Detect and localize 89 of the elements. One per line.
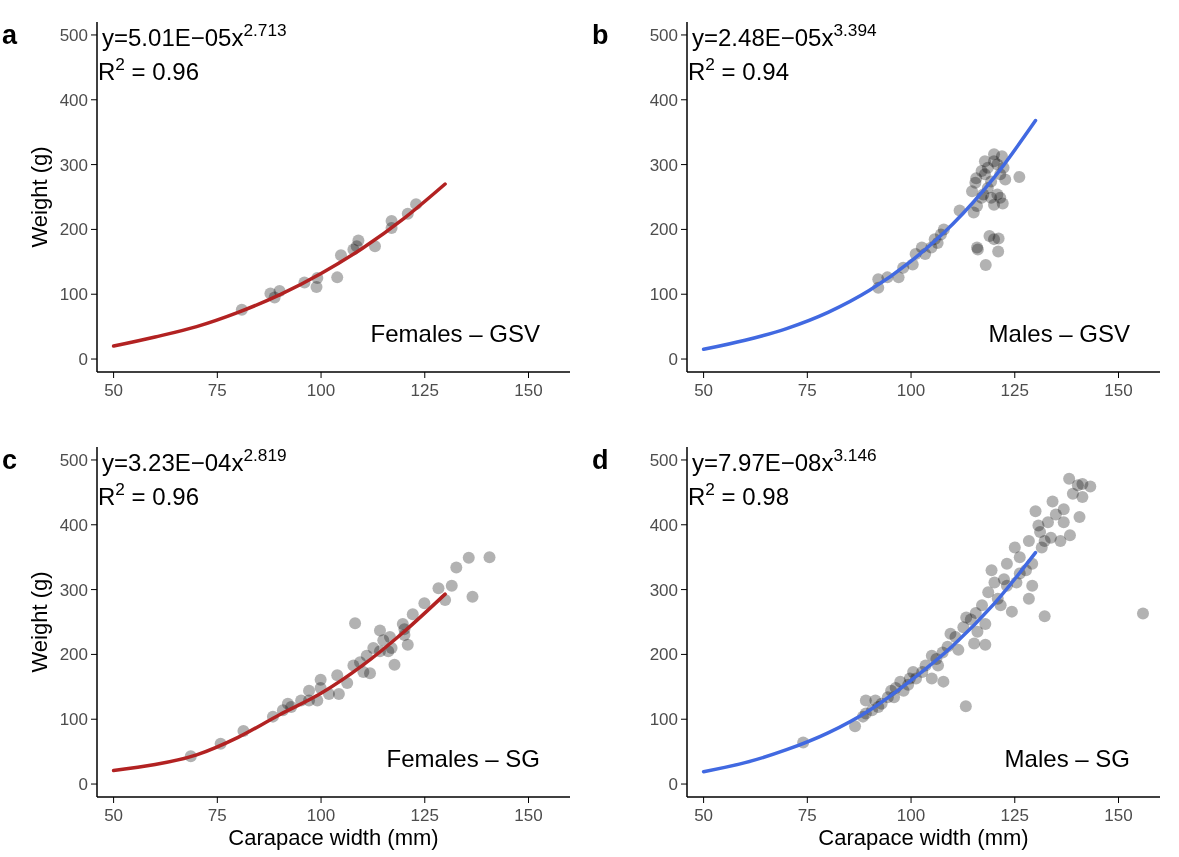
point [462,551,475,564]
x-tick-label: 125 [410,381,439,400]
x-tick-label: 75 [797,806,817,825]
x-tick-label: 75 [207,806,227,825]
chart-title: c [2,445,18,475]
point [979,259,992,272]
point [303,684,316,697]
x-tick-label: 100 [306,806,336,825]
annotation: R$^{2}$ = 0.96 [98,54,200,85]
point [483,551,496,564]
point [406,608,419,621]
y-tick-label: 500 [59,450,88,470]
point [999,173,1012,186]
x-tick-label: 125 [1000,806,1029,825]
point [401,638,414,651]
x-tick-label: 125 [410,806,439,825]
y-tick-label: 200 [649,220,678,240]
y-tick-label: 400 [59,90,88,110]
point [373,624,386,637]
annotation: y=3.23E−04x$^{2.819}$ [102,445,287,476]
point [418,597,431,610]
annotation: Males – SG [1004,745,1130,772]
annotation: R$^{2}$ = 0.96 [98,479,200,510]
x-tick-label: 150 [514,381,543,400]
x-tick-label: 50 [694,806,714,825]
point [388,658,401,671]
point [978,155,991,168]
annotation: Females – GSV [370,320,540,347]
annotation: R$^{2}$ = 0.94 [688,54,790,85]
y-tick-label: 200 [59,220,88,240]
y-tick-label: 0 [668,775,678,795]
y-tick-label: 0 [78,775,88,795]
y-tick-label: 100 [59,710,88,730]
x-tick-label: 150 [1104,806,1133,825]
y-tick-label: 400 [649,515,678,535]
x-tick-label: 150 [1104,381,1133,400]
chart-title: d [592,445,609,475]
point [332,687,345,700]
point [331,271,344,284]
point [445,579,458,592]
annotation: R$^{2}$ = 0.98 [688,479,790,510]
annotation: y=5.01E−05x$^{2.713}$ [102,20,287,51]
y-tick-label: 500 [649,450,678,470]
point [450,561,463,574]
y-tick-label: 0 [78,350,88,370]
annotation: Females – SG [386,745,540,772]
y-tick-label: 200 [649,645,678,665]
x-tick-label: 125 [1000,381,1029,400]
point [992,232,1005,245]
point [432,582,445,595]
point [992,245,1005,258]
x-tick-label: 150 [514,806,543,825]
x-tick-label: 50 [694,381,714,400]
annotation: Males – GSV [988,320,1130,347]
point [985,191,998,204]
point [349,617,362,630]
point [1013,170,1026,183]
annotation: y=2.48E−05x$^{3.394}$ [692,20,878,51]
x-tick-label: 100 [896,806,926,825]
y-axis-title: Weight (g) [27,146,52,248]
x-tick-label: 100 [896,381,926,400]
chart-title: b [592,20,609,50]
y-tick-label: 300 [59,580,88,600]
y-tick-label: 100 [59,285,88,305]
annotation: y=7.97E−08x$^{3.146}$ [692,445,877,476]
point [966,185,979,198]
y-tick-label: 300 [649,580,678,600]
y-tick-label: 300 [59,155,88,175]
point [466,590,479,603]
y-tick-label: 200 [59,645,88,665]
y-tick-label: 500 [59,25,88,45]
point [331,669,344,682]
x-tick-label: 50 [104,806,124,825]
y-tick-label: 500 [649,25,678,45]
x-tick-label: 75 [207,381,227,400]
x-tick-label: 50 [104,381,124,400]
y-tick-label: 100 [649,710,678,730]
y-tick-label: 300 [649,155,678,175]
x-axis-title: Carapace width (mm) [228,825,439,850]
x-axis-title: Carapace width (mm) [818,825,1029,850]
y-tick-label: 400 [649,90,678,110]
point [364,667,377,680]
y-axis-title: Weight (g) [27,571,52,673]
y-tick-label: 0 [668,350,678,370]
y-tick-label: 400 [59,515,88,535]
chart-title: a [2,20,18,50]
x-tick-label: 75 [797,381,817,400]
y-tick-label: 100 [649,285,678,305]
x-tick-label: 100 [306,381,336,400]
